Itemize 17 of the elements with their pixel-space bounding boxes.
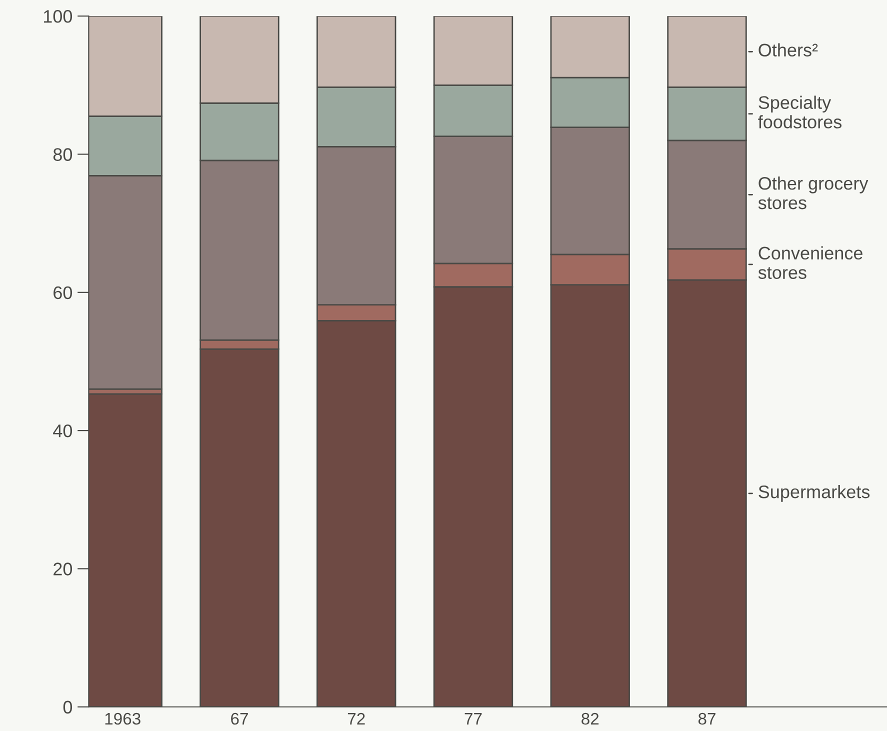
legend-label: Specialty foodstores (758, 96, 842, 128)
y-tick-label: 0 (63, 700, 72, 714)
x-tick-label: 67 (231, 712, 248, 725)
y-tick-label: 80 (53, 148, 72, 161)
x-tick-label: 87 (698, 712, 716, 725)
legend-label: Supermarkets (758, 485, 870, 502)
legend-label: Others² (758, 43, 818, 57)
y-tick-label: 40 (53, 424, 72, 438)
x-tick-label: 77 (464, 713, 482, 725)
legend-label: Other grocery stores (758, 176, 868, 210)
y-tick-label: 100 (44, 10, 72, 23)
y-tick-label: 20 (54, 562, 72, 576)
y-tick-label: 60 (54, 286, 72, 300)
x-tick-label: 1963 (105, 712, 140, 725)
x-tick-label: 72 (348, 712, 365, 725)
x-tick-label: 82 (582, 712, 599, 725)
legend-label: Convenience stores (758, 246, 862, 279)
